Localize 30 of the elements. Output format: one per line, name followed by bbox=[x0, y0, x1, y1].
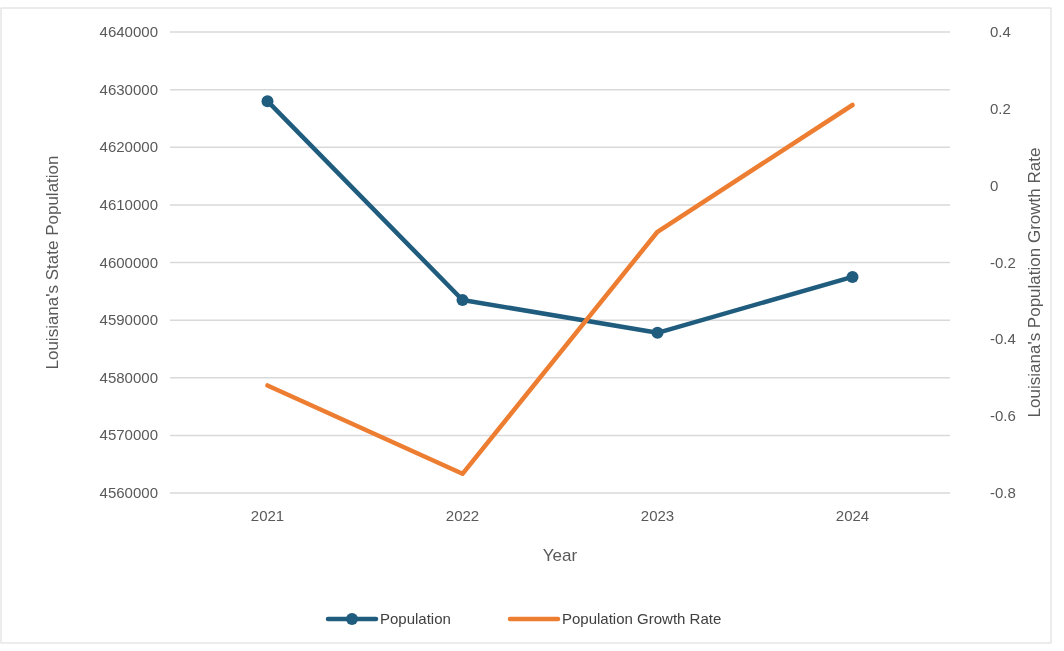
y-tick-label: 4570000 bbox=[99, 426, 158, 444]
y-tick-label: 4560000 bbox=[99, 484, 158, 501]
legend-label: Population bbox=[380, 610, 451, 627]
y2-tick-label: 0.2 bbox=[990, 99, 1011, 117]
y2-axis-title: Louisiana's Population Growth Rate bbox=[1025, 147, 1044, 418]
y2-tick-label: 0.4 bbox=[990, 23, 1011, 40]
y-tick-label: 4580000 bbox=[99, 368, 158, 386]
legend-label: Population Growth Rate bbox=[562, 610, 722, 627]
y-tick-label: 4610000 bbox=[99, 195, 158, 213]
x-tick-label: 2024 bbox=[835, 507, 870, 524]
point bbox=[456, 293, 469, 306]
y2-tick-label: -0.8 bbox=[990, 484, 1016, 501]
y2-tick-label: 0 bbox=[990, 176, 999, 194]
x-tick-label: 2023 bbox=[640, 507, 675, 524]
y-tick-label: 4640000 bbox=[99, 23, 158, 40]
point bbox=[261, 95, 274, 108]
x-tick-label: 2022 bbox=[445, 507, 480, 524]
y-axis-title: Louisiana's State Population bbox=[43, 155, 62, 370]
y2-tick-label: -0.4 bbox=[990, 330, 1016, 348]
y-tick-label: 4620000 bbox=[99, 138, 158, 156]
y-tick-label: 4600000 bbox=[99, 253, 158, 271]
y-tick-label: 4590000 bbox=[99, 311, 158, 329]
line-series bbox=[265, 102, 855, 477]
point bbox=[846, 270, 859, 283]
y2-tick-label: -0.6 bbox=[990, 407, 1016, 425]
y-tick-label: 4630000 bbox=[99, 80, 158, 98]
point bbox=[651, 326, 664, 339]
x-tick-label: 2021 bbox=[250, 507, 285, 524]
y2-tick-label: -0.2 bbox=[990, 253, 1016, 271]
x-axis-title: Year bbox=[542, 546, 578, 565]
